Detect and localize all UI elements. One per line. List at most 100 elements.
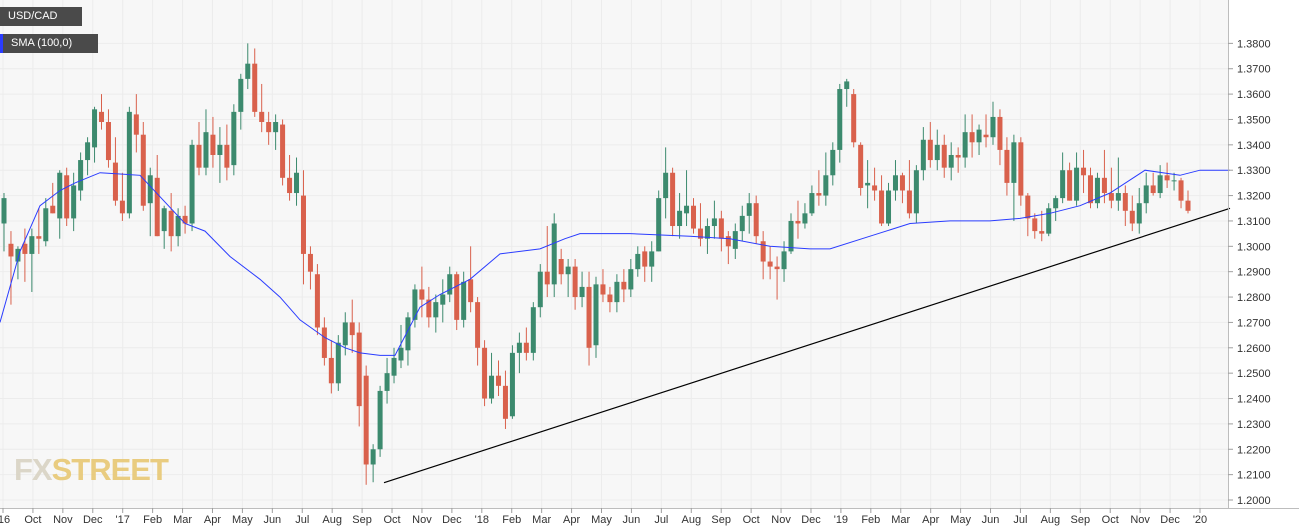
candle-body xyxy=(85,142,91,161)
candle-body xyxy=(1136,203,1142,224)
y-tick-label: 1.2500 xyxy=(1237,368,1271,380)
overlay-lines xyxy=(0,169,1231,484)
candle-body xyxy=(259,111,265,123)
candle-body xyxy=(126,111,132,214)
x-tick-label: Dec xyxy=(442,514,462,526)
candle-body xyxy=(711,218,717,227)
x-axis: '16 Oct Nov Dec '17 Feb Mar Apr May Jun Jul Aug Sep O… xyxy=(0,508,1207,526)
candle-body xyxy=(175,215,181,237)
y-tick-label: 1.3800 xyxy=(1237,38,1271,50)
candlestick-series xyxy=(1,43,1191,485)
x-tick-label: Nov xyxy=(412,514,432,526)
watermark-fx: FX xyxy=(14,452,53,487)
candle-body xyxy=(105,122,111,161)
y-tick-label: 1.2300 xyxy=(1237,419,1271,431)
candle-body xyxy=(384,373,390,391)
candle-body xyxy=(753,203,759,237)
x-tick-label: Jul xyxy=(1013,514,1027,526)
candle-body xyxy=(64,175,70,219)
candle-body xyxy=(684,205,690,214)
candle-body xyxy=(1094,177,1100,204)
candle-body xyxy=(1039,231,1045,234)
candle-body xyxy=(1108,193,1114,201)
candle-body xyxy=(767,261,773,267)
x-tick-label: Oct xyxy=(1102,514,1119,526)
y-tick-label: 1.2700 xyxy=(1237,317,1271,329)
candle-body xyxy=(1018,142,1024,196)
y-tick-label: 1.2600 xyxy=(1237,343,1271,355)
candle-body xyxy=(321,327,327,358)
candle-body xyxy=(844,81,850,90)
candle-body xyxy=(1025,195,1031,219)
candle-body xyxy=(983,134,989,138)
x-tick-label: Apr xyxy=(922,514,939,526)
x-tick-label: Mar xyxy=(173,514,192,526)
y-tick-label: 1.3300 xyxy=(1237,165,1271,177)
y-tick-label: 1.3500 xyxy=(1237,114,1271,126)
candle-body xyxy=(300,195,306,254)
candle-body xyxy=(161,208,167,232)
candle-body xyxy=(718,218,724,239)
grid-lines xyxy=(0,0,1228,508)
candle-body xyxy=(1143,185,1149,204)
candle-body xyxy=(342,322,348,346)
x-tick-label: Nov xyxy=(1130,514,1150,526)
x-tick-label: Mar xyxy=(532,514,551,526)
candle-body xyxy=(419,289,425,300)
candle-body xyxy=(328,357,334,384)
x-tick-label: Aug xyxy=(1041,514,1061,526)
candle-body xyxy=(962,132,968,158)
candle-body xyxy=(1178,180,1184,201)
candle-body xyxy=(823,175,829,196)
candle-body xyxy=(955,154,961,158)
y-tick-label: 1.2200 xyxy=(1237,444,1271,456)
candle-body xyxy=(649,251,655,267)
plot-background xyxy=(0,0,1228,508)
candle-body xyxy=(245,63,251,79)
candle-body xyxy=(482,347,488,399)
trendline xyxy=(383,207,1231,484)
candle-body xyxy=(370,449,376,465)
candle-body xyxy=(1122,193,1128,211)
candle-body xyxy=(760,241,766,262)
candle-body xyxy=(837,89,843,150)
candle-body xyxy=(412,289,418,320)
candle-body xyxy=(217,144,223,155)
candle-body xyxy=(502,385,508,419)
sma-legend[interactable]: SMA (100,0) xyxy=(0,34,98,53)
x-tick-label: Aug xyxy=(322,514,342,526)
candle-body xyxy=(287,177,293,194)
candle-body xyxy=(8,243,14,257)
candle-body xyxy=(697,228,703,239)
y-tick-label: 1.3700 xyxy=(1237,64,1271,76)
candle-body xyxy=(948,154,954,168)
candle-body xyxy=(809,193,815,214)
candle-body xyxy=(15,248,21,262)
candle-body xyxy=(22,243,28,254)
candle-body xyxy=(266,122,272,133)
candle-body xyxy=(509,352,515,417)
candle-body xyxy=(572,266,578,298)
candle-body xyxy=(920,139,926,171)
candle-body xyxy=(899,175,905,191)
candle-body xyxy=(133,114,139,135)
candle-body xyxy=(781,251,787,270)
candle-body xyxy=(1,198,7,224)
candle-body xyxy=(941,144,947,168)
candle-body xyxy=(468,279,474,303)
candle-body xyxy=(273,122,279,133)
candle-body xyxy=(50,205,56,214)
y-tick-label: 1.3400 xyxy=(1237,140,1271,152)
candle-body xyxy=(1129,210,1135,224)
candle-body xyxy=(461,281,467,320)
candle-body xyxy=(872,185,878,191)
x-tick-label: Jul xyxy=(295,514,309,526)
y-tick-label: 1.2100 xyxy=(1237,470,1271,482)
symbol-legend[interactable]: USD/CAD xyxy=(0,7,82,26)
candle-body xyxy=(579,286,585,298)
candle-body xyxy=(1060,170,1066,199)
candle-body xyxy=(154,177,160,237)
candle-body xyxy=(447,274,453,295)
candle-body xyxy=(537,271,543,308)
